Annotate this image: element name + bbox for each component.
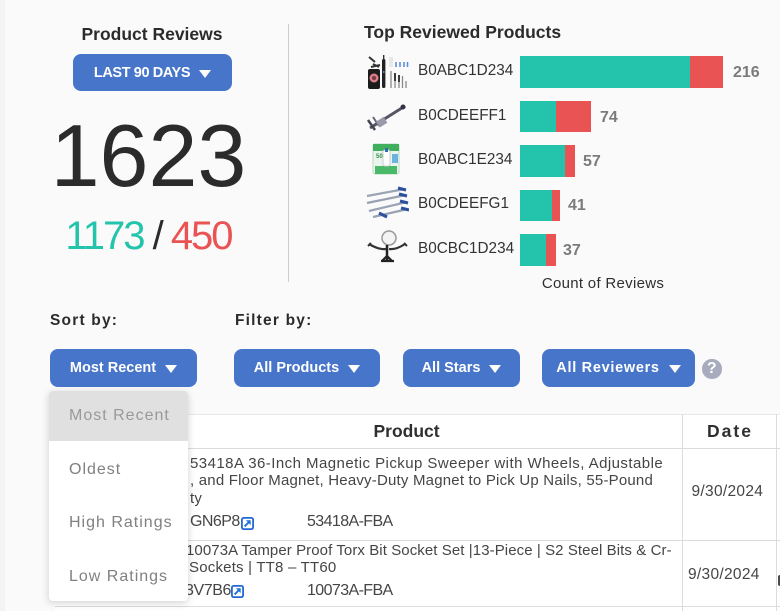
svg-text:50: 50 [376, 154, 383, 160]
